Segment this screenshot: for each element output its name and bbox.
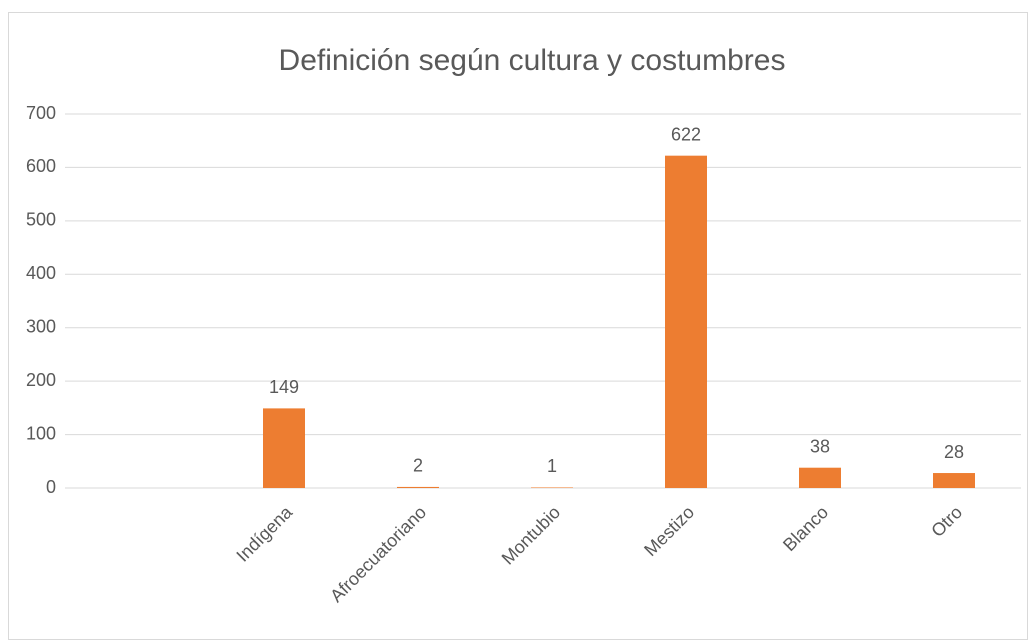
y-tick-label: 100 <box>26 423 56 443</box>
y-tick-label: 700 <box>26 103 56 123</box>
bar <box>799 467 841 488</box>
data-label: 38 <box>810 436 830 456</box>
chart-border <box>8 12 1028 640</box>
y-tick-label: 300 <box>26 316 56 336</box>
data-label: 28 <box>944 442 964 462</box>
data-label: 622 <box>671 124 701 144</box>
bar <box>397 486 439 488</box>
bar <box>263 408 305 488</box>
data-label: 2 <box>413 456 423 476</box>
y-tick-label: 500 <box>26 210 56 230</box>
y-tick-label: 200 <box>26 370 56 390</box>
bar <box>933 473 975 488</box>
bar <box>531 487 573 488</box>
y-tick-label: 600 <box>26 156 56 176</box>
y-tick-label: 400 <box>26 263 56 283</box>
bar <box>665 155 707 488</box>
data-label: 1 <box>547 456 557 476</box>
y-tick-label: 0 <box>46 477 56 497</box>
chart-title: Definición según cultura y costumbres <box>279 44 786 77</box>
data-label: 149 <box>269 377 299 397</box>
